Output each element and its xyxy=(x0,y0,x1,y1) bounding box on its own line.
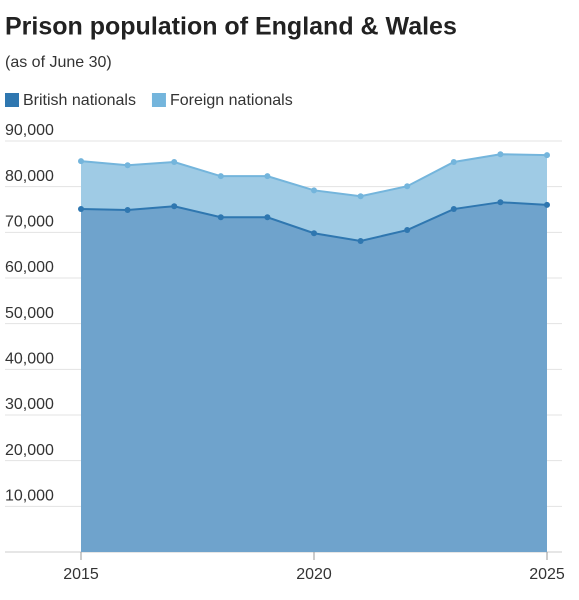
data-point xyxy=(404,227,411,234)
data-point xyxy=(497,151,504,158)
legend-label: Foreign nationals xyxy=(170,92,293,109)
data-point xyxy=(217,173,224,180)
data-point xyxy=(217,214,224,221)
data-point xyxy=(124,206,131,213)
x-tick-label: 2025 xyxy=(529,566,565,583)
chart-subtitle: (as of June 30) xyxy=(5,54,112,71)
data-point xyxy=(497,199,504,206)
legend-swatch xyxy=(5,93,19,107)
y-tick-label: 20,000 xyxy=(5,442,54,459)
data-point xyxy=(78,206,84,213)
y-tick-label: 30,000 xyxy=(5,396,54,413)
y-tick-label: 80,000 xyxy=(5,168,54,185)
data-point xyxy=(450,206,457,213)
data-point xyxy=(357,193,364,200)
data-point xyxy=(544,152,550,159)
y-tick-label: 60,000 xyxy=(5,259,54,276)
data-point xyxy=(78,158,84,165)
y-tick-label: 50,000 xyxy=(5,305,54,322)
data-point xyxy=(404,183,411,190)
y-tick-label: 40,000 xyxy=(5,351,54,368)
data-point xyxy=(311,230,317,237)
y-tick-label: 90,000 xyxy=(5,122,54,139)
data-point xyxy=(311,187,317,194)
legend-label: British nationals xyxy=(23,92,136,109)
data-point xyxy=(171,159,178,166)
data-point xyxy=(357,238,364,245)
y-tick-label: 10,000 xyxy=(5,488,54,505)
data-point xyxy=(264,214,271,221)
data-point xyxy=(124,162,131,169)
data-point xyxy=(264,173,271,180)
legend-swatch xyxy=(151,93,166,107)
area xyxy=(81,202,547,552)
chart-title: Prison population of England & Wales xyxy=(5,13,457,41)
data-point xyxy=(544,201,550,208)
data-point xyxy=(171,203,178,210)
x-tick-label: 2020 xyxy=(296,566,332,583)
x-tick-label: 2015 xyxy=(63,566,99,583)
y-tick-label: 70,000 xyxy=(5,214,54,231)
data-point xyxy=(450,159,457,166)
